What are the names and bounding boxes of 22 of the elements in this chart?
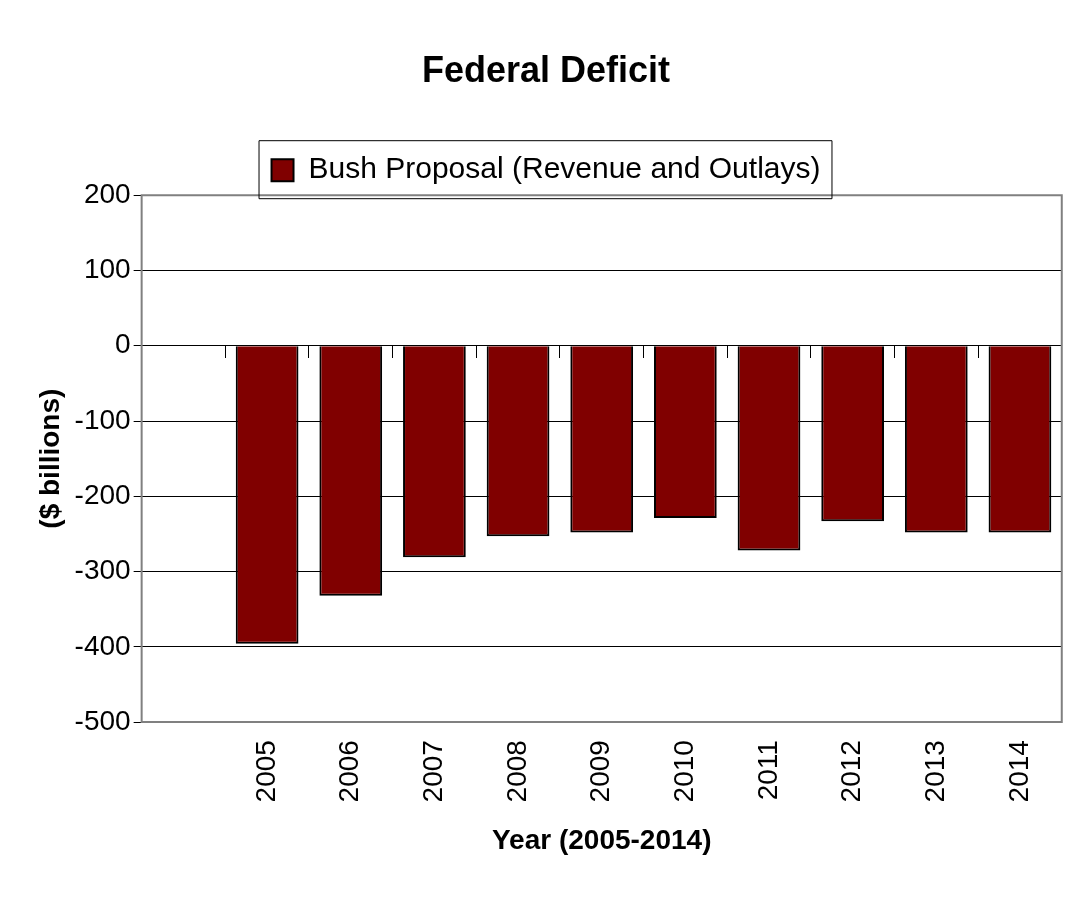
x-axis-title: Year (2005-2014) (491, 823, 712, 855)
x-tick-label: 2010 (668, 740, 700, 803)
x-tick-label: 2008 (500, 740, 532, 803)
y-axis-title: ($ billions) (33, 388, 65, 529)
y-tick-label: -300 (74, 554, 131, 586)
y-tick-label: 100 (83, 253, 131, 285)
x-tick-label: 2013 (919, 740, 951, 803)
x-tick-label: 2006 (333, 740, 365, 803)
chart-title: Federal Deficit (421, 48, 671, 90)
y-tick-label: -200 (74, 479, 131, 511)
legend-label: Bush Proposal (Revenue and Outlays) (308, 151, 821, 185)
x-tick-label: 2012 (835, 740, 867, 803)
y-tick-label: -500 (74, 704, 131, 736)
x-tick-label: 2007 (417, 740, 449, 803)
y-tick-label: -100 (74, 403, 131, 435)
x-tick-label: 2009 (584, 740, 616, 803)
x-tick-label: 2005 (249, 740, 281, 803)
y-tick-label: 0 (115, 328, 131, 360)
y-tick-label: -400 (74, 629, 131, 661)
x-tick-label: 2014 (1002, 740, 1034, 803)
y-tick-label: 200 (83, 177, 131, 209)
x-tick-label: 2011 (751, 740, 783, 801)
